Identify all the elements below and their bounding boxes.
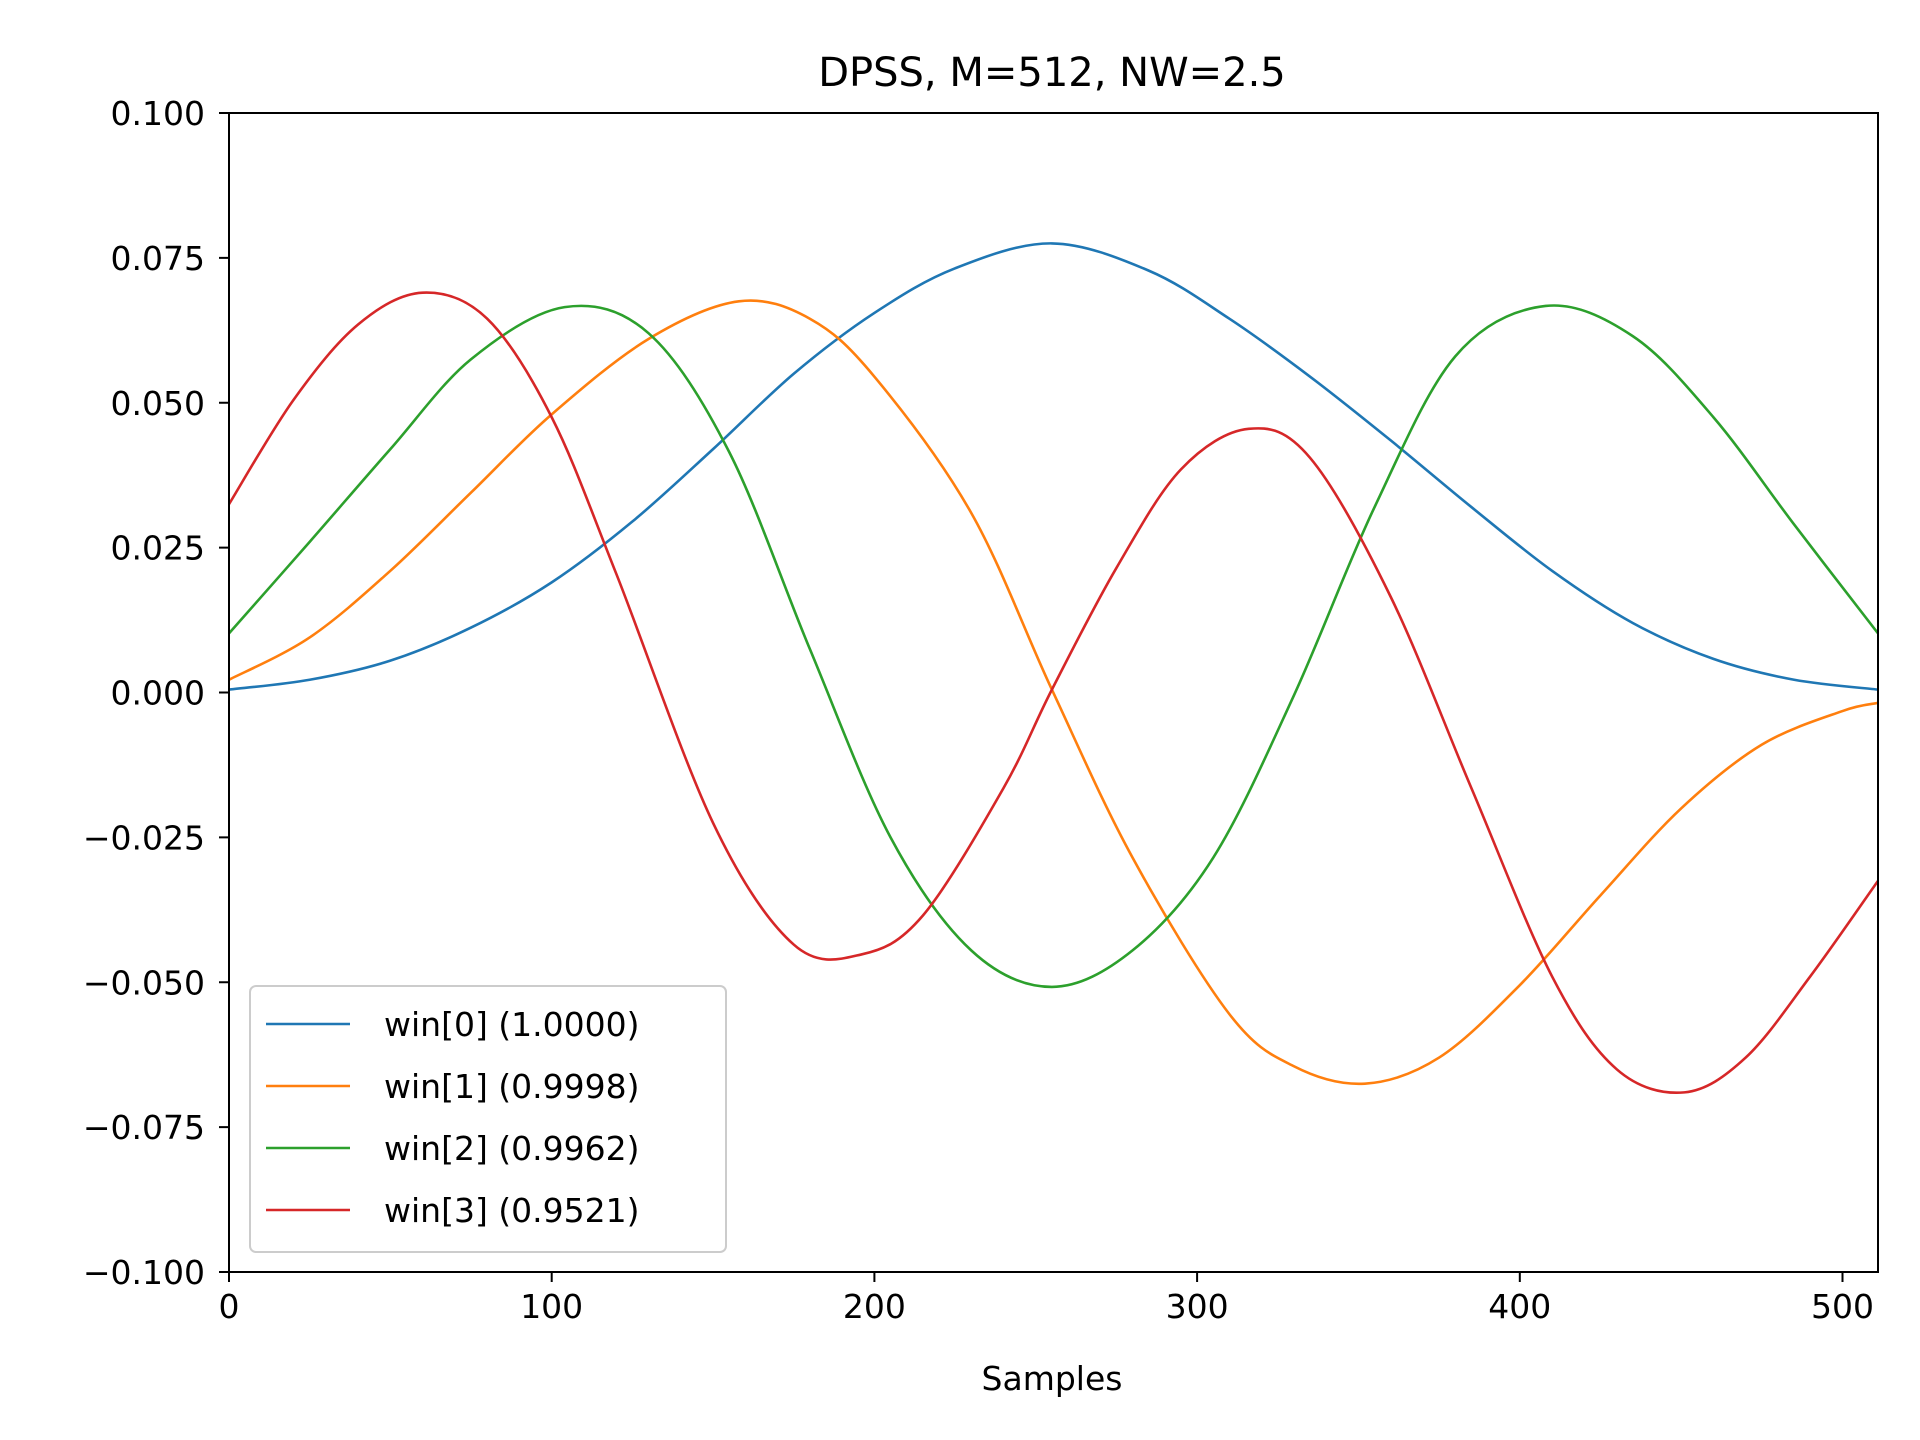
y-tick-label: −0.075	[83, 1108, 205, 1147]
legend: win[0] (1.0000) win[1] (0.9998) win[2] (0.…	[249, 985, 727, 1253]
x-tick-label: 0	[219, 1287, 240, 1326]
x-tick-label: 300	[1166, 1287, 1229, 1326]
x-axis: 0 100 200 300 400 500	[219, 1272, 1874, 1326]
series-line-win0	[229, 242, 1878, 691]
y-tick-label: −0.050	[83, 963, 205, 1002]
y-axis: −0.100 −0.075 −0.050 −0.025 0.000 0.025 0.050 0…	[83, 94, 229, 1292]
x-axis-label: Samples	[982, 1359, 1123, 1398]
y-tick-label: 0.050	[111, 384, 205, 423]
y-tick-label: 0.000	[111, 674, 205, 713]
legend-entry-label: win[2] (0.9962)	[384, 1129, 640, 1168]
chart-title: DPSS, M=512, NW=2.5	[818, 50, 1286, 96]
y-tick-label: −0.100	[83, 1253, 205, 1292]
legend-entry-label: win[0] (1.0000)	[384, 1005, 640, 1044]
y-tick-label: 0.025	[111, 529, 205, 568]
y-tick-label: 0.100	[111, 94, 205, 133]
y-tick-label: 0.075	[111, 239, 205, 278]
legend-entry-label: win[3] (0.9521)	[384, 1191, 640, 1230]
series-line-win1	[229, 299, 1878, 1086]
series-line-win3	[229, 291, 1878, 1095]
x-tick-label: 400	[1488, 1287, 1551, 1326]
series-layer	[229, 242, 1878, 1095]
x-tick-label: 500	[1811, 1287, 1874, 1326]
legend-entry-label: win[1] (0.9998)	[384, 1067, 640, 1106]
x-tick-label: 100	[520, 1287, 583, 1326]
series-line-win2	[229, 304, 1878, 989]
x-tick-label: 200	[843, 1287, 906, 1326]
y-tick-label: −0.025	[83, 818, 205, 857]
axes-frame	[228, 112, 1879, 1273]
legend-box	[249, 985, 727, 1253]
